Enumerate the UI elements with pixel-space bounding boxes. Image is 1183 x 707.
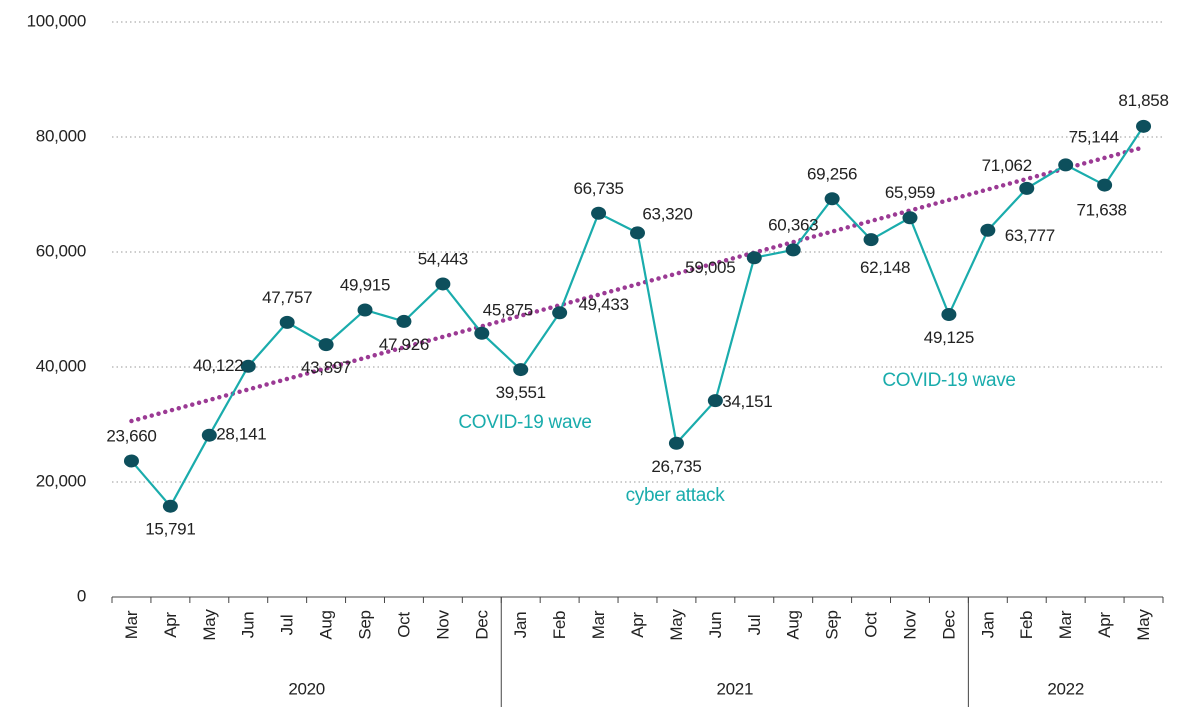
data-point: [668, 436, 684, 450]
annotation: cyber attack: [626, 485, 726, 506]
data-label: 62,148: [860, 258, 910, 277]
x-tick-label: Dec: [939, 610, 958, 640]
year-label: 2022: [1047, 679, 1084, 698]
x-tick-label: Mar: [122, 610, 141, 639]
x-tick-label: May: [200, 609, 219, 641]
data-label: 47,926: [379, 335, 429, 354]
data-label: 47,757: [262, 288, 312, 307]
data-label: 39,551: [496, 383, 546, 402]
data-point: [123, 454, 139, 468]
data-label: 75,144: [1069, 127, 1119, 146]
data-point: [746, 251, 762, 265]
data-label: 59,005: [685, 258, 735, 277]
x-tick-label: Mar: [589, 610, 608, 639]
year-label: 2020: [288, 679, 325, 698]
x-tick-label: Aug: [784, 610, 803, 639]
x-tick-label: Apr: [628, 612, 647, 638]
data-point: [162, 499, 178, 513]
x-tick-label: Jun: [239, 612, 258, 639]
x-tick-label: Sep: [823, 610, 842, 639]
y-tick-label: 40,000: [36, 356, 86, 375]
trendline: [129, 145, 1146, 424]
x-tick-label: Dec: [472, 610, 491, 640]
data-label: 81,858: [1118, 91, 1168, 110]
data-point: [824, 192, 840, 206]
data-label: 63,320: [642, 204, 692, 223]
data-label: 65,959: [885, 183, 935, 202]
x-tick-label: Aug: [317, 610, 336, 639]
data-label: 49,125: [924, 328, 974, 347]
y-tick-label: 0: [77, 586, 86, 605]
data-label: 28,141: [216, 425, 266, 444]
data-point: [1019, 181, 1035, 195]
data-label: 69,256: [807, 164, 857, 183]
data-point: [630, 226, 645, 240]
x-tick-label: Apr: [161, 612, 180, 638]
data-point: [1058, 158, 1074, 172]
data-label: 63,777: [1005, 226, 1055, 245]
x-tick-label: Nov: [433, 610, 452, 640]
annotation: COVID-19 wave: [882, 370, 1015, 391]
data-label: 15,791: [145, 520, 195, 539]
data-point: [785, 243, 801, 257]
data-point: [474, 326, 490, 340]
x-tick-label: May: [1134, 609, 1153, 641]
y-tick-label: 20,000: [36, 471, 86, 490]
data-label: 43,897: [301, 358, 351, 377]
data-point: [591, 206, 607, 220]
x-tick-label: Oct: [862, 612, 881, 638]
data-point: [1097, 178, 1113, 192]
annotation: COVID-19 wave: [458, 412, 591, 433]
x-tick-label: Jan: [511, 612, 530, 639]
data-point: [240, 359, 256, 373]
data-line: [130, 125, 1145, 509]
data-label: 40,122: [193, 356, 243, 375]
data-point: [318, 338, 334, 352]
data-point: [279, 315, 295, 329]
y-tick-label: 100,000: [27, 11, 86, 30]
year-label: 2021: [717, 679, 754, 698]
x-tick-label: Jun: [706, 612, 725, 639]
data-point: [707, 394, 723, 408]
data-label: 71,062: [982, 156, 1032, 175]
data-point: [201, 428, 217, 442]
data-label: 26,735: [651, 457, 701, 476]
data-label: 23,660: [106, 426, 156, 445]
data-label: 49,915: [340, 275, 390, 294]
data-point: [941, 308, 957, 322]
data-label: 71,638: [1077, 201, 1127, 220]
x-tick-label: Oct: [394, 612, 413, 638]
data-point: [863, 233, 879, 247]
data-point: [435, 277, 451, 291]
data-point: [396, 314, 412, 328]
data-point: [513, 363, 529, 377]
x-tick-label: Mar: [1056, 610, 1075, 639]
data-label: 60,363: [768, 215, 818, 234]
x-tick-label: Sep: [356, 610, 375, 639]
data-label: 49,433: [579, 295, 629, 314]
x-tick-label: Jan: [978, 612, 997, 639]
x-tick-label: Feb: [1017, 611, 1036, 639]
data-point: [1136, 119, 1152, 133]
y-tick-label: 80,000: [36, 126, 86, 145]
data-point: [357, 303, 373, 317]
data-label: 34,151: [722, 392, 772, 411]
x-tick-label: Jul: [745, 615, 764, 636]
y-tick-label: 60,000: [36, 241, 86, 260]
x-tick-label: Nov: [900, 610, 919, 640]
data-point: [552, 306, 568, 320]
x-tick-label: Apr: [1095, 612, 1114, 638]
x-tick-label: Feb: [550, 611, 569, 639]
data-label: 66,735: [573, 179, 623, 198]
data-label: 54,443: [418, 249, 468, 268]
data-point: [902, 211, 918, 225]
x-tick-label: Jul: [278, 615, 297, 636]
x-tick-label: May: [667, 609, 686, 641]
data-point: [980, 223, 996, 237]
data-label: 45,875: [483, 301, 533, 320]
